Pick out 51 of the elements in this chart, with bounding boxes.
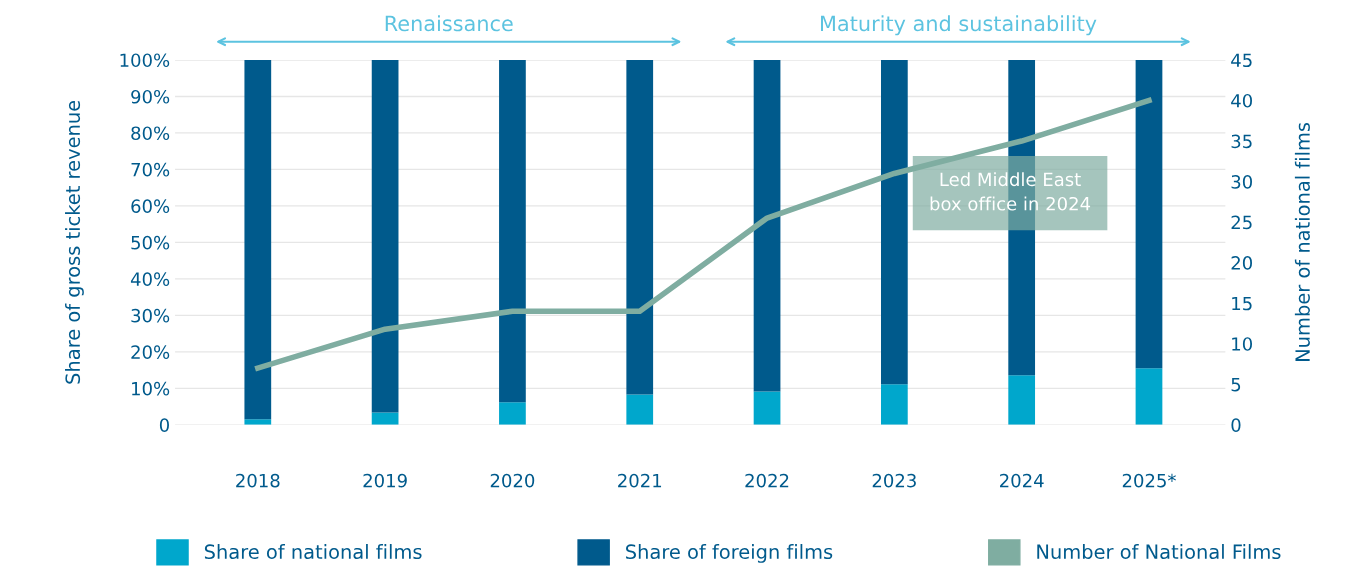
- y2-tick-label: 45: [1231, 53, 1252, 68]
- bar: [244, 419, 272, 425]
- y-tick-label: 40%: [130, 272, 170, 286]
- bar: [1135, 368, 1163, 425]
- legend-label: Share of national films: [204, 544, 422, 560]
- y-tick-label: 0: [159, 418, 169, 432]
- y2-tick-label: 5: [1231, 377, 1241, 392]
- x-tick-label: 2023: [872, 473, 916, 488]
- bar: [880, 59, 908, 385]
- y-tick-label: 20%: [131, 345, 170, 359]
- y2-tick-label: 30: [1231, 175, 1253, 189]
- text: Renaissance: [385, 15, 513, 32]
- x-tick-label: 2021: [618, 473, 662, 488]
- bar: [244, 59, 272, 420]
- x-tick-label: 2019: [363, 473, 407, 488]
- text: Maturity and sustainability: [821, 15, 1097, 36]
- y-tick-label: 70%: [131, 162, 170, 177]
- y2-tick-label: 35: [1231, 134, 1252, 149]
- y2-tick-label: 20: [1231, 256, 1253, 270]
- bar: [753, 59, 781, 392]
- y-tick-label: 80%: [131, 126, 170, 141]
- bar: [371, 59, 399, 413]
- x-tick-label: 2020: [490, 473, 535, 488]
- y-tick-label: 50%: [131, 235, 170, 250]
- x-tick-label: 2018: [236, 473, 280, 488]
- legend-label: Number of National Films: [1037, 544, 1281, 560]
- bar: [499, 402, 526, 425]
- y2-tick-label: 15: [1232, 296, 1252, 311]
- y-tick-label: 30%: [131, 308, 170, 323]
- x-tick-label: 2025*: [1122, 473, 1176, 488]
- bar: [880, 384, 908, 425]
- y-tick-label: 60%: [131, 199, 170, 214]
- bar: [1135, 59, 1163, 369]
- bar: [626, 59, 654, 395]
- y-tick-label: 100%: [120, 53, 170, 68]
- y2-axis-title: Number of national films: [1294, 122, 1310, 361]
- y2-tick-label: 40: [1231, 93, 1253, 108]
- y2-tick-label: 0: [1231, 418, 1241, 432]
- x-tick-label: 2024: [1000, 473, 1044, 488]
- bar: [1008, 375, 1036, 425]
- bar: [499, 59, 526, 403]
- y2-tick-label: 25: [1231, 215, 1252, 230]
- y-tick-label: 10%: [132, 381, 170, 396]
- y2-tick-label: 10: [1232, 337, 1253, 351]
- y-tick-label: 90%: [131, 89, 170, 104]
- y-axis-title: Share of gross ticket revenue: [65, 100, 84, 384]
- legend-label: Share of foreign films: [626, 544, 833, 563]
- bar: [753, 391, 781, 425]
- bar: [371, 412, 399, 425]
- bar: [626, 394, 654, 425]
- x-tick-label: 2022: [745, 473, 789, 488]
